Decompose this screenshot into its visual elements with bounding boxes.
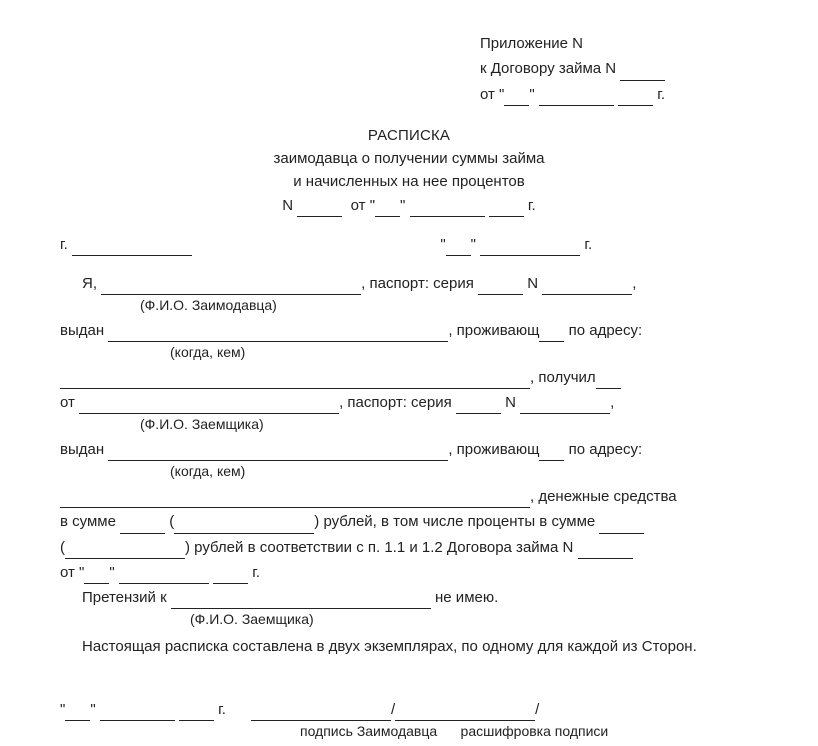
prozh-suffix-1 bbox=[539, 327, 564, 342]
title-num-row: N от "" г. bbox=[60, 194, 758, 217]
appendix-line1: Приложение N bbox=[480, 32, 758, 55]
ot-short: от bbox=[60, 564, 75, 581]
ot-borrower: от bbox=[60, 394, 75, 411]
sum-line-2: () рублей в соответствии с п. 1.1 и 1.2 … bbox=[60, 536, 758, 559]
claims-fio-blank bbox=[171, 594, 431, 609]
title-month-blank bbox=[410, 202, 485, 217]
sig-year-suffix: г. bbox=[218, 701, 226, 718]
contract-n-blank bbox=[578, 544, 633, 559]
contract-year-suffix: г. bbox=[252, 564, 260, 581]
title-year-blank bbox=[489, 202, 524, 217]
lender-line: Я, , паспорт: серия N , bbox=[60, 272, 758, 295]
sig-hint-podpis: подпись Заимодавца bbox=[300, 723, 437, 739]
hint-claims-fio: (Ф.И.О. Заемщика) bbox=[190, 609, 758, 631]
ne-imeyu: не имею. bbox=[435, 589, 498, 606]
v-summe: в сумме bbox=[60, 513, 116, 530]
hint-lender-fio: (Ф.И.О. Заимодавца) bbox=[140, 295, 758, 317]
appendix-header: Приложение N к Договору займа N от "" г. bbox=[480, 32, 758, 106]
contract-day-blank bbox=[84, 569, 109, 584]
sig-day-blank bbox=[65, 706, 90, 721]
borrower-issued-blank bbox=[108, 446, 448, 461]
title-num-prefix: N bbox=[282, 197, 293, 214]
city-date-row: г. "" г. bbox=[60, 233, 758, 256]
city-prefix: г. bbox=[60, 236, 68, 253]
signature-decode-blank bbox=[395, 706, 535, 721]
city-blank bbox=[72, 241, 192, 256]
title-num-blank bbox=[297, 202, 342, 217]
appendix-line2-prefix: к Договору займа N bbox=[480, 60, 616, 77]
den-sredstva: , денежные средства bbox=[530, 488, 677, 505]
prozh-2: , проживающ bbox=[448, 441, 539, 458]
lender-address-blank bbox=[60, 374, 530, 389]
title-sub1: заимодавца о получении суммы займа bbox=[60, 147, 758, 170]
money-line: , денежные средства bbox=[60, 485, 758, 508]
lender-passport-num-blank bbox=[542, 280, 632, 295]
ya: Я, bbox=[82, 275, 97, 292]
borrower-fio-blank bbox=[79, 399, 339, 414]
signature-blank bbox=[251, 706, 391, 721]
contract-number-blank bbox=[620, 66, 665, 81]
poluchil: , получил bbox=[530, 369, 596, 386]
lender-fio-blank bbox=[101, 280, 361, 295]
lender-issued-line: выдан , проживающ по адресу: bbox=[60, 319, 758, 342]
borrower-series-blank bbox=[456, 399, 501, 414]
appendix-ot: от bbox=[480, 86, 495, 103]
body-block: Я, , паспорт: серия N , (Ф.И.О. Заимодав… bbox=[60, 272, 758, 658]
title-main: РАСПИСКА bbox=[60, 124, 758, 147]
borrower-line: от , паспорт: серия N , bbox=[60, 391, 758, 414]
n-label-2: N bbox=[505, 394, 516, 411]
signature-hint: подпись Заимодавца расшифровка подписи bbox=[300, 721, 758, 743]
title-block: РАСПИСКА заимодавца о получении суммы за… bbox=[60, 124, 758, 217]
vydan-1: выдан bbox=[60, 322, 104, 339]
title-year-suffix: г. bbox=[528, 197, 536, 214]
contract-date-line: от "" г. bbox=[60, 561, 758, 584]
borrower-passport-num-blank bbox=[520, 399, 610, 414]
poluchil-suffix bbox=[596, 374, 621, 389]
meta-month-blank bbox=[480, 241, 580, 256]
pretenziy: Претензий к bbox=[82, 589, 167, 606]
borrower-issued-line: выдан , проживающ по адресу: bbox=[60, 438, 758, 461]
close-rub-dog: ) рублей в соответствии с п. 1.1 и 1.2 Д… bbox=[185, 539, 573, 556]
contract-month-blank bbox=[119, 569, 209, 584]
lender-issued-blank bbox=[108, 327, 448, 342]
sum-line-1: в сумме () рублей, в том числе проценты … bbox=[60, 510, 758, 533]
prozh-1: , проживающ bbox=[448, 322, 539, 339]
meta-year-suffix: г. bbox=[584, 236, 592, 253]
lender-series-blank bbox=[478, 280, 523, 295]
passport-label: , паспорт: серия bbox=[361, 275, 474, 292]
title-day-blank bbox=[375, 202, 400, 217]
close-rub-proc: ) рублей, в том числе проценты в сумме bbox=[314, 513, 595, 530]
sum-num-blank bbox=[120, 519, 165, 534]
no-claims-line: Претензий к не имею. bbox=[60, 586, 758, 609]
appendix-year-suffix: г. bbox=[657, 86, 665, 103]
sum-words-blank bbox=[174, 519, 314, 534]
signature-row: "" г. // bbox=[60, 698, 758, 721]
hint-kogda-2: (когда, кем) bbox=[170, 461, 758, 483]
contract-year-blank bbox=[213, 569, 248, 584]
interest-num-blank bbox=[599, 519, 644, 534]
interest-words-blank bbox=[65, 544, 185, 559]
sig-month-blank bbox=[100, 706, 175, 721]
appendix-year-blank bbox=[618, 91, 653, 106]
copies-line: Настоящая расписка составлена в двух экз… bbox=[60, 635, 758, 658]
borrower-address-blank bbox=[60, 493, 530, 508]
sig-hint-rassh: расшифровка подписи bbox=[461, 723, 609, 739]
appendix-month-blank bbox=[539, 91, 614, 106]
address-received-line: , получил bbox=[60, 366, 758, 389]
appendix-day-blank bbox=[504, 91, 529, 106]
passport-label-2: , паспорт: серия bbox=[339, 394, 452, 411]
appendix-line3: от "" г. bbox=[480, 83, 758, 106]
prozh-suffix-2 bbox=[539, 446, 564, 461]
po-adresu-1: по адресу: bbox=[569, 322, 643, 339]
appendix-line2: к Договору займа N bbox=[480, 57, 758, 80]
sig-year-blank bbox=[179, 706, 214, 721]
title-sub2: и начисленных на нее процентов bbox=[60, 170, 758, 193]
hint-borrower-fio: (Ф.И.О. Заемщика) bbox=[140, 414, 758, 436]
vydan-2: выдан bbox=[60, 441, 104, 458]
title-ot: от bbox=[351, 197, 366, 214]
po-adresu-2: по адресу: bbox=[569, 441, 643, 458]
meta-day-blank bbox=[446, 241, 471, 256]
hint-kogda-1: (когда, кем) bbox=[170, 342, 758, 364]
n-label-1: N bbox=[527, 275, 538, 292]
